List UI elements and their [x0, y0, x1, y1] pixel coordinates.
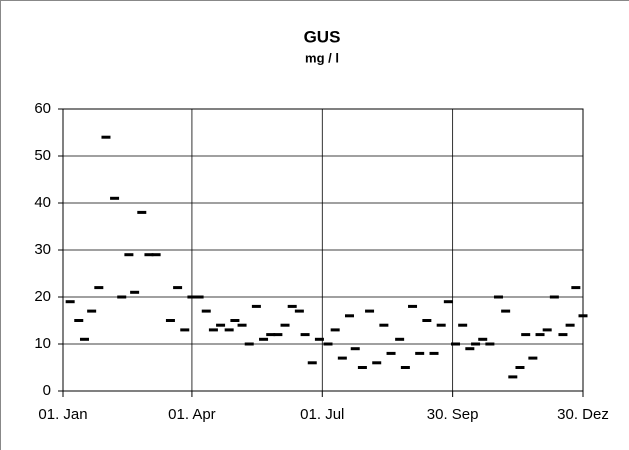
- point: [408, 304, 418, 308]
- point: [558, 333, 568, 337]
- point: [144, 253, 154, 257]
- point: [251, 304, 261, 308]
- point: [379, 323, 389, 327]
- point: [451, 342, 461, 346]
- point: [230, 319, 240, 322]
- point: [330, 328, 340, 332]
- x-tick-label: 30. Sep: [427, 406, 479, 423]
- point: [471, 342, 481, 346]
- point: [578, 314, 588, 318]
- point: [194, 295, 204, 299]
- point: [101, 135, 111, 139]
- x-tick-label: 01. Apr: [168, 406, 216, 423]
- y-tick-label: 50: [34, 147, 51, 164]
- point: [571, 286, 581, 290]
- point: [521, 333, 531, 337]
- point: [300, 333, 310, 337]
- point: [314, 337, 324, 341]
- point: [137, 210, 147, 214]
- point: [187, 295, 197, 299]
- point: [549, 295, 559, 299]
- point: [201, 309, 211, 313]
- y-tick-label: 10: [34, 335, 51, 352]
- point: [478, 337, 488, 341]
- point: [180, 328, 190, 332]
- point: [565, 323, 575, 327]
- point: [323, 342, 333, 346]
- point: [173, 286, 183, 290]
- x-tick-label: 01. Jan: [38, 406, 87, 423]
- point: [443, 300, 453, 304]
- point: [458, 323, 468, 327]
- point: [493, 295, 503, 299]
- point: [165, 319, 175, 322]
- point: [110, 196, 120, 200]
- point: [280, 323, 290, 327]
- point: [287, 304, 297, 308]
- x-tick-label: 30. Dez: [557, 406, 609, 423]
- y-tick-label: 30: [34, 241, 51, 258]
- y-tick-label: 40: [34, 194, 51, 211]
- plot-frame: [62, 108, 584, 392]
- point: [415, 351, 425, 355]
- point: [74, 319, 84, 322]
- point: [244, 342, 254, 346]
- point: [429, 351, 439, 355]
- point: [266, 333, 276, 337]
- point: [224, 328, 234, 332]
- y-tick-label: 0: [43, 382, 51, 399]
- point: [535, 333, 545, 337]
- point: [465, 347, 475, 351]
- point: [350, 347, 360, 351]
- y-tick-label: 60: [34, 100, 51, 117]
- x-tick-label: 01. Jul: [300, 406, 344, 423]
- point: [273, 333, 283, 337]
- point: [508, 375, 518, 379]
- point: [501, 309, 511, 313]
- point: [372, 361, 382, 365]
- point: [237, 323, 247, 327]
- point: [357, 366, 367, 369]
- point: [365, 309, 375, 313]
- point: [528, 356, 538, 360]
- point: [117, 295, 127, 299]
- point: [94, 286, 104, 290]
- point: [151, 253, 161, 257]
- point: [337, 356, 347, 360]
- point: [294, 309, 304, 313]
- point: [124, 253, 134, 257]
- point: [345, 314, 355, 318]
- point: [208, 328, 218, 332]
- point: [87, 309, 97, 313]
- point: [422, 319, 432, 322]
- chart-title: GUS: [304, 27, 341, 46]
- point: [400, 366, 410, 369]
- point: [436, 323, 446, 327]
- point: [515, 366, 525, 369]
- point: [386, 351, 396, 355]
- point: [307, 361, 317, 365]
- point: [130, 290, 140, 294]
- y-tick-label: 20: [34, 288, 51, 305]
- point: [65, 300, 75, 304]
- point: [485, 342, 495, 346]
- point: [542, 328, 552, 332]
- chart-subtitle: mg / l: [305, 50, 339, 65]
- point: [395, 337, 405, 341]
- point: [216, 323, 226, 327]
- point: [79, 337, 89, 341]
- point: [259, 337, 269, 341]
